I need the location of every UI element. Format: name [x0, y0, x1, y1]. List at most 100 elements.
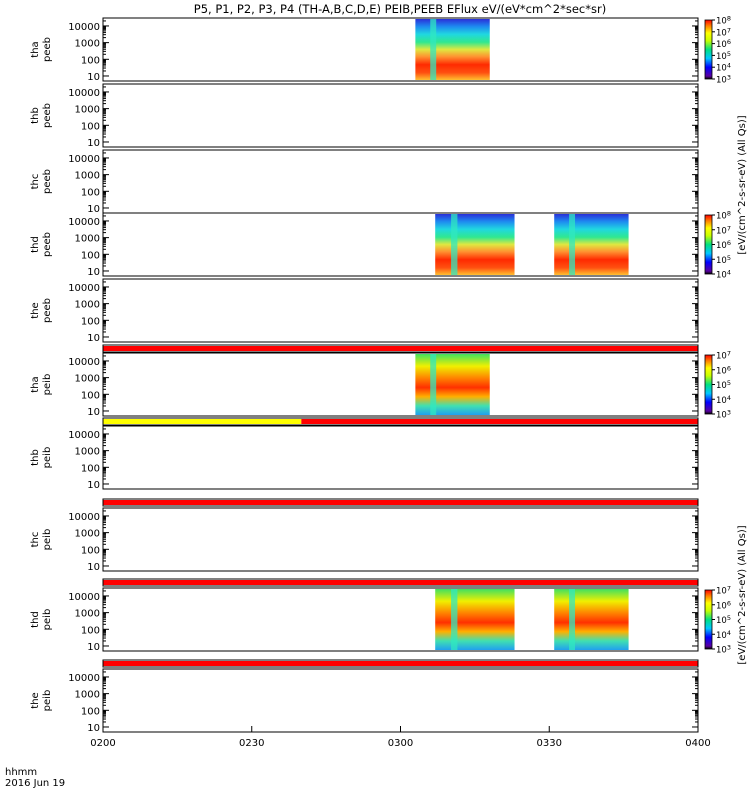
colorbar-tick-label: 103: [716, 644, 731, 656]
panel-label-probe: tha: [30, 41, 41, 57]
spectrogram-block: [415, 354, 490, 415]
panel-thc-peib: 10 100 1000 10000 thc peib: [30, 507, 699, 573]
colorbar-tick-label: 104: [716, 62, 731, 74]
panel-label-probe: thc: [30, 532, 41, 548]
colorbar-units-upper: [eV/(cm^2-s-sr-eV) (All Qs)]: [737, 115, 748, 254]
y-tick-label: 10000: [68, 154, 100, 165]
panel-tha-peib: 10 100 1000 10000 tha peib: [30, 352, 699, 418]
colorbar-tick-label: 107: [716, 26, 731, 38]
y-tick-label: 10000: [68, 430, 100, 441]
y-tick-label: 10000: [68, 283, 100, 294]
y-tick-label: 100: [81, 625, 100, 636]
x-tick-label: 0230: [239, 738, 264, 749]
y-tick-label: 10: [87, 407, 100, 418]
panel-frame: [102, 83, 699, 148]
colorbar-tick-label: 105: [716, 379, 731, 391]
colorbar-tick-label: 108: [716, 15, 731, 27]
spectrogram-block: [554, 589, 629, 650]
colorbars-group: 1031041051061071081041051061071081031041…: [704, 15, 731, 656]
y-tick-label: 1000: [75, 447, 100, 458]
colorbar-tick-label: 105: [716, 254, 731, 266]
panel-label-product: peeb: [42, 103, 53, 128]
panel-label-product: peib: [42, 374, 53, 396]
colorbar-tick-label: 106: [716, 364, 731, 376]
panel-frame: [102, 668, 699, 733]
y-tick-label: 10000: [68, 357, 100, 368]
colorbar-tick-label: 104: [716, 394, 731, 406]
quality-flag-frame: [102, 417, 699, 426]
spectrogram-streak: [451, 589, 458, 650]
panel-label-product: peib: [42, 609, 53, 631]
panel-frame: [102, 425, 699, 490]
panel-label-product: peib: [42, 447, 53, 469]
colorbar-tick-label: 107: [716, 585, 731, 597]
y-tick-label: 10000: [68, 592, 100, 603]
panel-the-peib: 10 100 1000 10000 the peib: [30, 668, 699, 734]
panel-tha-peeb: 10 100 1000 10000 tha peeb: [30, 17, 699, 83]
time-axis: 0200 0230 0300 0330 0400: [90, 726, 711, 749]
colorbar-tick-label: 103: [716, 74, 731, 86]
y-tick-label: 10000: [68, 22, 100, 33]
x-tick-label: 0300: [388, 738, 413, 749]
y-tick-label: 100: [81, 316, 100, 327]
panel-label-product: peeb: [42, 232, 53, 257]
colorbar-tick-label: 106: [716, 599, 731, 611]
panel-the-peeb: 10 100 1000 10000 the peeb: [30, 278, 699, 344]
spectrogram-streak: [430, 19, 437, 80]
x-tick-label: 0200: [90, 738, 115, 749]
y-tick-label: 1000: [75, 39, 100, 50]
y-tick-label: 10: [87, 333, 100, 344]
spectrogram-streak: [430, 354, 437, 415]
quality-flag-frame: [102, 578, 699, 587]
panel-frame: [102, 352, 699, 417]
quality-flag-frame: [102, 659, 699, 668]
colorbar-thd-peib: 103 104 105 106 107: [704, 585, 731, 656]
y-tick-label: 10: [87, 723, 100, 734]
y-tick-label: 10: [87, 267, 100, 278]
y-tick-label: 1000: [75, 234, 100, 245]
panel-label-probe: the: [30, 692, 41, 708]
spectrogram-streak: [451, 214, 458, 275]
colorbar-tick-label: 104: [716, 269, 731, 281]
time-unit-label: hhmm: [5, 767, 37, 778]
panel-label-product: peeb: [42, 37, 53, 62]
y-tick-label: 100: [81, 55, 100, 66]
panel-thc-peeb: 10 100 1000 10000 thc peeb: [30, 149, 699, 215]
colorbar-tick-label: 104: [716, 629, 731, 641]
panel-thb-peeb: 10 100 1000 10000 thb peeb: [30, 83, 699, 149]
colorbar-tick-label: 108: [716, 210, 731, 222]
spectrogram-block: [435, 214, 515, 275]
y-tick-label: 10000: [68, 512, 100, 523]
panel-thd-peeb: 10 100 1000 10000 thd peeb: [30, 212, 699, 278]
panel-label-probe: tha: [30, 376, 41, 392]
y-tick-label: 10: [87, 138, 100, 149]
panel-label-product: peib: [42, 690, 53, 712]
quality-flag-frame: [102, 344, 699, 353]
colorbar-tick-label: 106: [716, 38, 731, 50]
y-tick-label: 100: [81, 121, 100, 132]
y-tick-label: 1000: [75, 609, 100, 620]
y-tick-label: 1000: [75, 300, 100, 311]
colorbar-tick-label: 107: [716, 224, 731, 236]
spectrogram-streak: [569, 589, 576, 650]
quality-flag-bar: [103, 661, 698, 666]
panel-label-probe: thc: [30, 174, 41, 190]
y-tick-label: 1000: [75, 690, 100, 701]
colorbar-tick-label: 105: [716, 614, 731, 626]
y-tick-label: 100: [81, 390, 100, 401]
quality-flag-bar: [301, 419, 698, 424]
quality-flag-frame: [102, 498, 699, 507]
colorbar-tha-peib: 103 104 105 106 107: [704, 350, 731, 421]
spectrogram-block: [435, 589, 515, 650]
y-tick-label: 1000: [75, 171, 100, 182]
colorbar-tick-label: 107: [716, 350, 731, 362]
colorbar-tick-label: 103: [716, 409, 731, 421]
y-tick-label: 10: [87, 562, 100, 573]
panel-label-probe: thd: [30, 236, 41, 253]
colorbar-scale: [704, 19, 713, 80]
y-tick-label: 10000: [68, 217, 100, 228]
colorbar-scale: [704, 589, 713, 650]
panel-label-probe: thb: [30, 107, 41, 124]
quality-flag-bar: [103, 580, 698, 585]
